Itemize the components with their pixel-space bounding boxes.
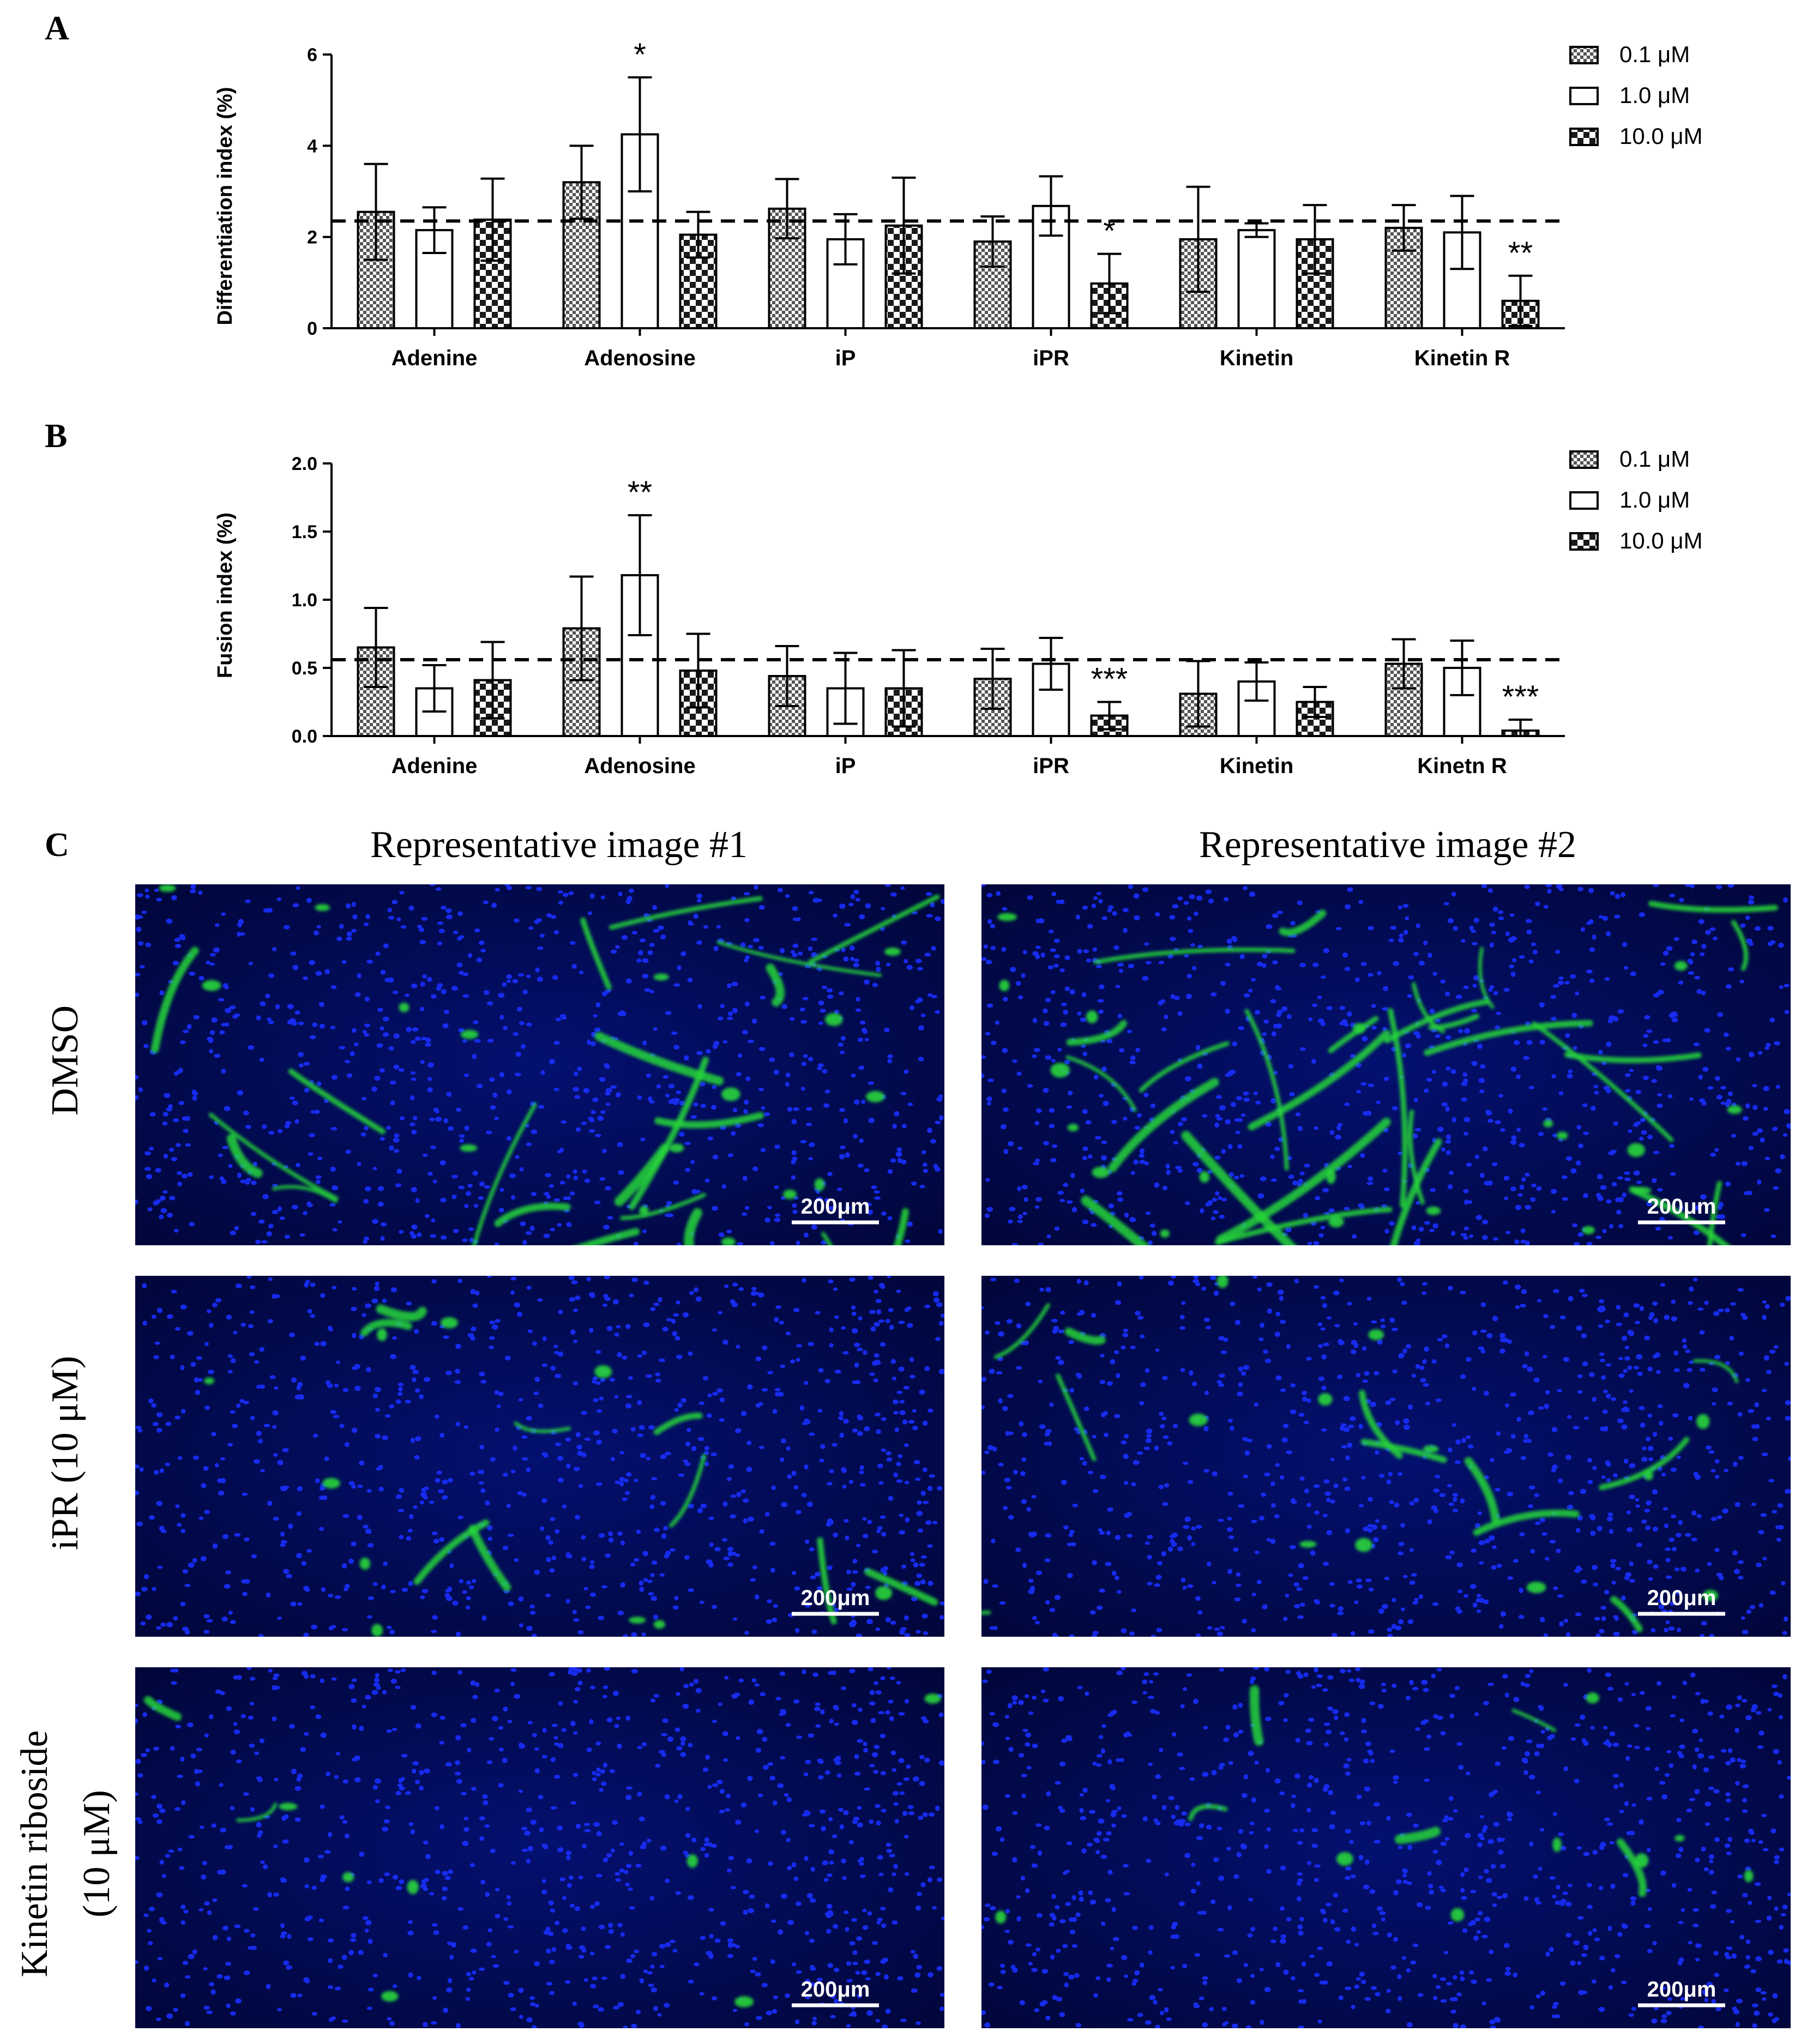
legend-label: 10.0 μM <box>1619 528 1703 553</box>
significance-marker: * <box>1103 214 1116 249</box>
column-title-1: Representative image #1 <box>370 824 748 866</box>
y-tick-label: 1.5 <box>292 522 317 542</box>
scale-bar-label: 200μm <box>1647 1977 1716 2001</box>
legend-swatch <box>1569 450 1599 469</box>
legend-label: 10.0 μM <box>1619 123 1703 149</box>
green-cells <box>1189 1276 1718 1602</box>
row-label-ipr: iPR (10 μM) <box>44 1356 86 1550</box>
y-tick-label: 0 <box>307 318 317 339</box>
category-label: iP <box>835 754 856 778</box>
panel-a-chart: A Differentiation index (%) 0 2 4 6 Adenine A… <box>45 10 1703 370</box>
myotube-layer <box>360 1304 938 1625</box>
nuclei-layer <box>135 1276 944 1637</box>
y-tick-label: 4 <box>307 136 317 156</box>
y-tick-label: 6 <box>307 45 317 65</box>
nuclei-layer <box>981 1276 1791 1637</box>
row-label-kinetin-concentration: (10 μM) <box>76 1790 118 1918</box>
bar <box>1237 229 1276 329</box>
panel-a-y-axis-title: Differentiation index (%) <box>214 87 237 325</box>
scale-bar-label: 200μm <box>1647 1586 1716 1610</box>
green-cells <box>279 1693 941 2007</box>
micrograph-r1-c1: 200μm <box>135 884 944 1245</box>
nuclei-layer <box>135 884 944 1245</box>
y-tick-label: 0.0 <box>292 726 317 747</box>
image-background <box>135 1667 944 2028</box>
bar <box>1296 238 1334 329</box>
y-tick-label: 1.0 <box>292 590 317 611</box>
panel-a-letter: A <box>45 10 69 47</box>
micrograph-r2-c1: 200μm <box>135 1276 944 1637</box>
legend-label: 1.0 μM <box>1619 82 1690 108</box>
y-tick-label: 0.5 <box>292 658 317 679</box>
significance-marker: *** <box>1091 662 1128 697</box>
panel-b-y-axis-title: Fusion index (%) <box>214 512 237 678</box>
scale-bar-label: 200μm <box>801 1977 870 2001</box>
myotube-layer <box>144 1696 278 1822</box>
scale-bar-label: 200μm <box>801 1195 870 1219</box>
legend-swatch <box>1569 532 1599 551</box>
category-label: Kinetin <box>1220 346 1294 370</box>
myotube-layer <box>981 1303 1739 1632</box>
image-background <box>135 1276 944 1637</box>
green-cells <box>995 1692 1754 1924</box>
panel-c-images: C Representative image #1 Representative… <box>14 824 1791 2028</box>
legend-swatch <box>1569 87 1599 105</box>
column-title-2: Representative image #2 <box>1199 824 1576 866</box>
category-label: Kinetin <box>1220 754 1294 778</box>
category-label: iPR <box>1033 346 1069 370</box>
green-cells <box>204 1317 893 1637</box>
category-label: Adenosine <box>584 754 695 778</box>
significance-marker: * <box>634 37 646 73</box>
nuclei-layer <box>135 1667 944 2028</box>
category-label: Kinetn R <box>1417 754 1507 778</box>
significance-marker: ** <box>1508 236 1533 271</box>
legend-swatch <box>1569 491 1599 510</box>
panel-c-letter: C <box>45 827 69 864</box>
myotube-layer <box>1065 901 1778 1245</box>
legend-label: 1.0 μM <box>1619 487 1690 512</box>
significance-marker: *** <box>1502 679 1539 715</box>
scale-bar-label: 200μm <box>801 1586 870 1610</box>
image-background <box>981 884 1791 1245</box>
nuclei-layer <box>981 1667 1791 2028</box>
y-tick-label: 2 <box>307 227 317 248</box>
micrograph-r3-c2: 200μm <box>981 1667 1791 2028</box>
myotube-layer <box>150 894 940 1245</box>
image-background <box>981 1667 1791 2028</box>
row-label-dmso: DMSO <box>44 1005 86 1116</box>
row-label-kinetin-riboside: Kinetin riboside <box>14 1731 56 1977</box>
scale-bar-label: 200μm <box>1647 1195 1716 1219</box>
category-label: Adenine <box>391 754 478 778</box>
image-background <box>135 884 944 1245</box>
y-tick-label: 2.0 <box>292 454 317 474</box>
myotube-layer <box>1188 1685 1647 1897</box>
bar <box>562 627 601 737</box>
legend-label: 0.1 μM <box>1619 446 1690 472</box>
green-cells <box>997 913 1742 1238</box>
legend-swatch <box>1569 128 1599 146</box>
legend-swatch <box>1569 46 1599 64</box>
panel-b-letter: B <box>45 418 67 455</box>
significance-marker: ** <box>628 475 652 510</box>
category-label: Adenosine <box>584 346 695 370</box>
category-label: Adenine <box>391 346 478 370</box>
legend-label: 0.1 μM <box>1619 41 1690 67</box>
category-label: iP <box>835 346 856 370</box>
micrograph-r1-c2: 200μm <box>981 884 1791 1245</box>
green-cells <box>159 884 901 1245</box>
category-label: Kinetin R <box>1414 346 1510 370</box>
micrograph-r3-c1: 200μm <box>135 1667 944 2028</box>
panel-b-chart: B Fusion index (%) 0.0 0.5 1.0 1.5 2.0 Adenin… <box>45 418 1703 778</box>
category-label: iPR <box>1033 754 1069 778</box>
nuclei-layer <box>981 884 1791 1245</box>
micrograph-r2-c2: 200μm <box>981 1276 1791 1637</box>
